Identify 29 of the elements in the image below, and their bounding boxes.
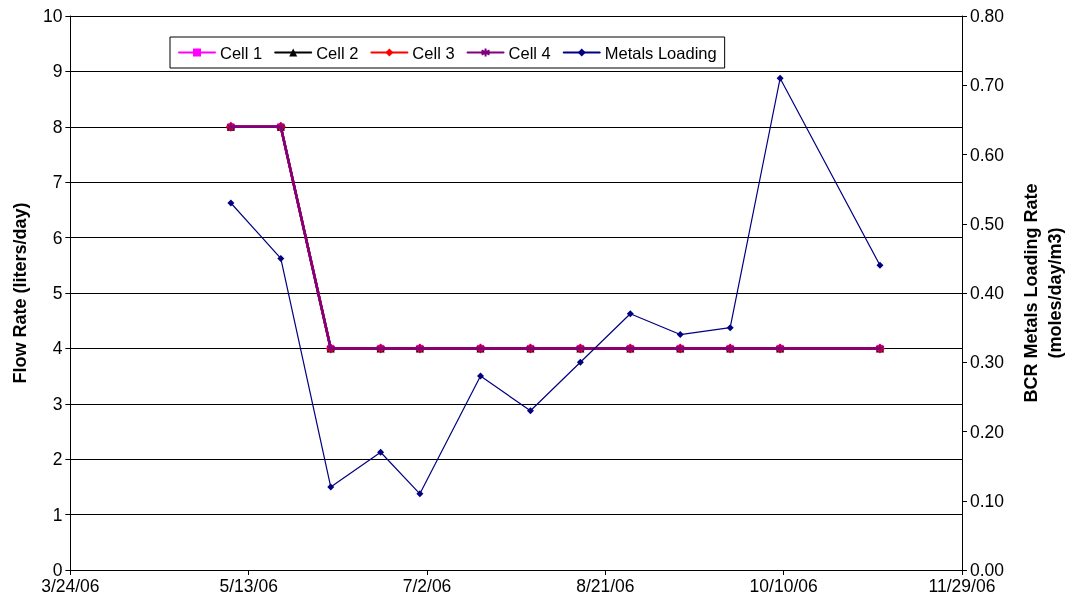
y2-tick-label: 0.30 xyxy=(970,352,1005,373)
legend-label: Cell 3 xyxy=(412,43,455,62)
legend-label: Metals Loading xyxy=(604,43,717,62)
y-tick-label: 3 xyxy=(52,393,63,414)
y2-tick-label: 0.60 xyxy=(970,144,1005,165)
legend-label: Cell 4 xyxy=(508,43,551,62)
x-tick-label: 10/10/06 xyxy=(749,576,818,596)
y2-tick-label: 0.70 xyxy=(970,75,1005,96)
y-axis-title: Flow Rate (liters/day) xyxy=(10,202,30,384)
x-tick-label: 5/13/06 xyxy=(219,576,278,596)
y2-tick-label: 0.20 xyxy=(970,421,1005,442)
y-tick-label: 9 xyxy=(52,61,63,82)
legend-label: Cell 2 xyxy=(316,43,359,62)
y2-axis-title: BCR Metals Loading Rate (moles/day/m3) xyxy=(1021,183,1065,403)
y-tick-label: 6 xyxy=(52,227,63,248)
legend-label: Cell 1 xyxy=(220,43,263,62)
y-tick-label: 7 xyxy=(52,172,63,193)
x-tick-label: 7/2/06 xyxy=(402,576,452,596)
y-tick-label: 10 xyxy=(42,6,63,26)
y-tick-label: 8 xyxy=(52,116,63,137)
y-tick-label: 2 xyxy=(52,449,63,470)
y2-tick-label: 0.40 xyxy=(970,283,1005,303)
y-tick-label: 4 xyxy=(52,338,63,359)
y2-tick-label: 0.80 xyxy=(970,6,1005,26)
y-tick-label: 1 xyxy=(52,504,63,525)
y-tick-label: 5 xyxy=(52,283,63,303)
y2-tick-label: 0.10 xyxy=(970,490,1005,511)
x-tick-label: 8/21/06 xyxy=(576,576,635,596)
y2-tick-label: 0.50 xyxy=(970,213,1005,234)
